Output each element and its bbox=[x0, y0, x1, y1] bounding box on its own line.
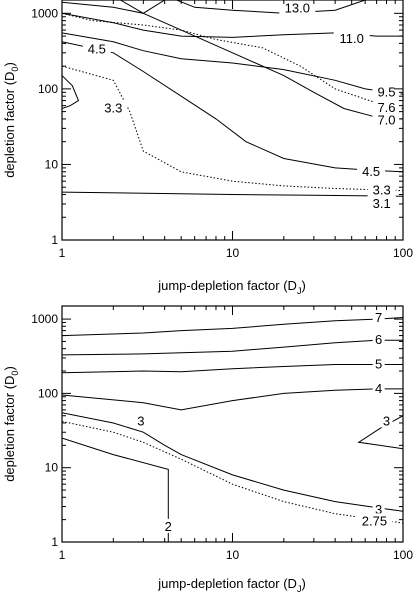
contour-line bbox=[62, 339, 403, 356]
contour-line bbox=[120, 0, 403, 120]
y-axis-label-close: ) bbox=[2, 366, 17, 370]
x-axis-label-close: ) bbox=[301, 576, 305, 591]
x-axis-label-main: jump-depletion factor (D bbox=[157, 278, 297, 293]
y-axis-label-main: depletion factor (D bbox=[2, 72, 17, 178]
contour-label: 11.0 bbox=[340, 31, 364, 46]
contour-label: 7.0 bbox=[377, 113, 395, 128]
contour-label-bg bbox=[356, 513, 393, 528]
contour-label-bg bbox=[99, 100, 128, 115]
y-axis-label-sub: 0 bbox=[10, 371, 20, 376]
contour-line bbox=[62, 41, 403, 173]
contour-label-bg bbox=[333, 30, 370, 45]
contour-line bbox=[62, 420, 403, 524]
y-tick-label: 1000 bbox=[31, 6, 58, 20]
chart-top: 13.011.09.57.67.04.53.34.53.33.1 jump-de… bbox=[2, 0, 413, 296]
contour-label-bg bbox=[380, 413, 393, 428]
ticks bbox=[61, 0, 404, 241]
contour-label: 3.3 bbox=[104, 100, 122, 115]
y-tick-label: 10 bbox=[45, 461, 59, 475]
contour-line bbox=[62, 32, 403, 95]
contour-line bbox=[62, 364, 403, 374]
y-tick-label: 100 bbox=[38, 82, 58, 96]
y-axis-label-close: ) bbox=[2, 62, 17, 66]
x-tick-label: 10 bbox=[226, 548, 240, 562]
contour-label-bg bbox=[372, 310, 385, 325]
y-axis-label-main: depletion factor (D bbox=[2, 376, 17, 482]
x-tick-label: 100 bbox=[393, 246, 413, 260]
y-axis-label: depletion factor (D0) bbox=[2, 366, 20, 482]
contour-label: 2.75 bbox=[362, 513, 387, 528]
y-axis-label-sub: 0 bbox=[10, 67, 20, 72]
x-axis-label-main: jump-depletion factor (D bbox=[157, 576, 297, 591]
contour-label: 3 bbox=[137, 413, 144, 428]
contour-label-bg bbox=[279, 0, 316, 15]
contours bbox=[62, 0, 403, 197]
contour-label: 3.1 bbox=[373, 196, 391, 211]
contour-label: 7 bbox=[375, 310, 382, 325]
contour-label: 9.5 bbox=[377, 84, 395, 99]
contour-label-bg bbox=[367, 195, 396, 210]
contour-line bbox=[62, 0, 165, 14]
contours bbox=[62, 317, 403, 542]
contour-label: 4.5 bbox=[88, 42, 106, 57]
contour-label: 4.5 bbox=[362, 164, 380, 179]
contour-line bbox=[62, 317, 403, 337]
y-tick-label: 1000 bbox=[31, 312, 58, 326]
contour-label: 5 bbox=[375, 356, 382, 371]
x-tick-label: 100 bbox=[393, 548, 413, 562]
contour-label-bg bbox=[372, 84, 401, 99]
contour-label: 7.6 bbox=[377, 100, 395, 115]
x-tick-label: 1 bbox=[59, 548, 66, 562]
contour-label: 13.0 bbox=[285, 1, 310, 16]
y-axis-label: depletion factor (D0) bbox=[2, 62, 20, 178]
x-axis-label-close: ) bbox=[301, 278, 305, 293]
contour-line bbox=[62, 437, 169, 542]
contour-label-bg bbox=[372, 380, 385, 395]
contour-label: 6 bbox=[375, 332, 382, 347]
contour-label-bg bbox=[372, 501, 385, 516]
x-axis-label: jump-depletion factor (DJ) bbox=[157, 278, 306, 296]
contour-label-bg bbox=[372, 332, 385, 347]
contour-label-bg bbox=[82, 41, 111, 56]
contour-label-bg bbox=[134, 413, 147, 428]
contour-line bbox=[62, 191, 403, 197]
contour-line bbox=[62, 388, 403, 411]
contour-label-bg bbox=[357, 163, 386, 178]
contour-line bbox=[176, 0, 366, 14]
contour-label-bg bbox=[162, 518, 175, 533]
contour-line bbox=[62, 12, 403, 109]
contour-line bbox=[62, 412, 403, 512]
contour-line bbox=[62, 75, 80, 109]
contour-label: 2 bbox=[165, 519, 172, 534]
contour-label-bg bbox=[372, 356, 385, 371]
x-tick-label: 10 bbox=[226, 246, 240, 260]
x-axis-label-sub: J bbox=[297, 584, 302, 594]
contour-labels: 13.011.09.57.67.04.53.34.53.33.1 bbox=[82, 0, 401, 211]
ticks bbox=[61, 306, 404, 543]
contour-label: 4 bbox=[375, 381, 382, 396]
x-axis-label-sub: J bbox=[297, 286, 302, 296]
contour-label: 3.3 bbox=[373, 183, 391, 198]
x-axis-label: jump-depletion factor (DJ) bbox=[157, 576, 306, 594]
x-tick-label: 1 bbox=[59, 246, 66, 260]
contour-label-bg bbox=[367, 182, 396, 197]
y-tick-label: 10 bbox=[45, 157, 59, 171]
y-tick-label: 1 bbox=[51, 535, 58, 549]
contour-label-bg bbox=[372, 99, 401, 114]
contour-label-bg bbox=[372, 112, 401, 127]
contour-label: 3 bbox=[375, 502, 382, 517]
y-tick-label: 1 bbox=[51, 233, 58, 247]
contour-label: 3 bbox=[383, 413, 390, 428]
contour-line bbox=[62, 65, 403, 192]
y-tick-label: 100 bbox=[38, 386, 58, 400]
